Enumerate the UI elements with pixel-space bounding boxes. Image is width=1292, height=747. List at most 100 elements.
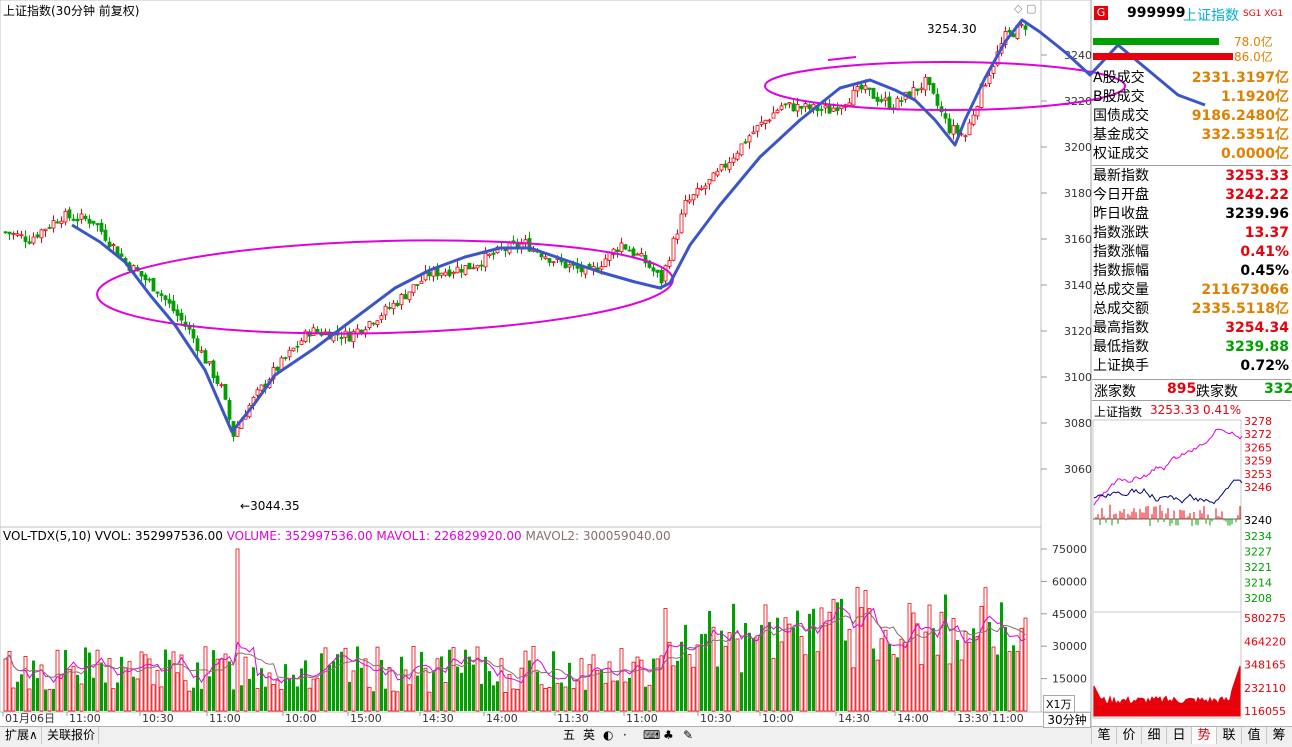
candle-body	[807, 104, 812, 110]
quote-label: 最高指数	[1093, 320, 1149, 336]
right-panel-tab[interactable]: 值	[1241, 727, 1266, 744]
candle-body	[471, 267, 476, 270]
volume-bar	[147, 658, 152, 712]
candle-body	[743, 141, 748, 144]
input-tool-icon[interactable]: ♣	[663, 728, 674, 742]
related-quotes-button[interactable]: 关联报价	[44, 727, 100, 744]
x-axis-labels: 01月06日 11:00 10:30 11:00 10:00 15:00 14:30 14:0…	[2, 712, 1024, 725]
candle-body	[51, 220, 56, 229]
volume-bar	[899, 638, 904, 712]
volume-bar	[480, 683, 483, 711]
candle-body	[7, 231, 12, 235]
quote-label: 指数振幅	[1093, 263, 1149, 279]
chart-window-buttons[interactable]: ◇ ▢	[1014, 2, 1037, 15]
candle-body	[667, 260, 672, 267]
right-panel-tab[interactable]: 笔	[1091, 727, 1116, 744]
candle-body	[491, 252, 496, 255]
candle-body	[71, 218, 76, 221]
volume-bar	[619, 648, 624, 712]
x-tick-label: 11:00	[992, 712, 1024, 725]
input-tool-icon[interactable]: ◐	[603, 728, 614, 742]
candle-body	[19, 234, 24, 237]
quote-label: 最低指数	[1093, 339, 1149, 355]
right-panel-tab[interactable]: 筹	[1266, 727, 1291, 744]
candle-body	[879, 99, 884, 102]
volume-bar	[748, 632, 751, 711]
right-panel-tab[interactable]: 价	[1116, 727, 1141, 744]
volume-bar	[720, 630, 723, 711]
expand-button[interactable]: 扩展∧	[2, 727, 42, 744]
volume-bar	[1012, 645, 1015, 711]
candle-body	[799, 106, 804, 109]
input-tool-icon[interactable]: ·	[623, 728, 627, 742]
candle-body	[355, 328, 360, 334]
volume-bar	[616, 680, 619, 711]
candle-body	[543, 256, 548, 260]
volume-bar	[435, 658, 440, 712]
candle-body	[179, 312, 184, 321]
volume-bar	[252, 667, 255, 711]
volume-bar	[851, 667, 856, 712]
right-panel-tab[interactable]: 日	[1166, 727, 1191, 744]
candle-body	[159, 293, 164, 296]
candle-body	[3, 231, 8, 234]
candle-body	[503, 249, 508, 252]
volume-bar	[212, 650, 215, 711]
volume-bar	[771, 657, 776, 712]
candle-body	[715, 170, 720, 176]
input-tool-icon[interactable]: 五	[563, 728, 576, 742]
volume-bar	[315, 677, 320, 712]
volume-bar	[555, 682, 560, 712]
period-selector[interactable]: 30分钟	[1043, 712, 1091, 728]
candle-body	[887, 96, 892, 109]
volume-bar	[875, 659, 880, 712]
quote-label: A股成交	[1093, 70, 1145, 86]
volume-bar	[179, 654, 184, 712]
bottom-toolbar	[0, 726, 1292, 747]
volume-bar	[416, 675, 419, 711]
volume-bar	[336, 654, 339, 711]
decline-label: 跌家数	[1196, 384, 1238, 400]
input-tool-icon[interactable]: ⌨	[643, 728, 661, 742]
volume-bar	[451, 647, 456, 712]
volume-bar	[155, 669, 160, 712]
mini-up-tick: 3253	[1244, 468, 1272, 481]
volume-bar	[464, 649, 467, 711]
input-tool-icon[interactable]: ✎	[683, 728, 694, 742]
volume-bar	[831, 598, 836, 712]
input-tool-icon[interactable]: 英	[583, 728, 596, 742]
candle-body	[47, 227, 52, 229]
candle-body	[699, 187, 704, 190]
right-panel-tab[interactable]: 势	[1191, 727, 1216, 744]
candle-body	[303, 330, 308, 342]
quote-row: 权证成交 0.0000亿	[1093, 145, 1289, 164]
volume-bar	[88, 652, 91, 711]
vol-tick-label: 15000	[1052, 673, 1087, 686]
volume-bar	[44, 689, 47, 711]
candle-body	[223, 383, 228, 400]
volume-bar	[164, 649, 167, 711]
quote-label: 权证成交	[1093, 146, 1149, 162]
volume-bar	[623, 681, 628, 712]
right-panel-tab[interactable]: 联	[1216, 727, 1241, 744]
volume-bar	[723, 645, 728, 712]
volume-bar	[267, 672, 272, 712]
volume-bar	[219, 658, 224, 712]
volume-bar	[1023, 617, 1028, 712]
mini-up-tick: 3278	[1244, 415, 1272, 428]
candle-body	[951, 125, 956, 135]
volume-bar	[223, 653, 228, 712]
candle-body	[211, 360, 216, 379]
candle-body	[255, 389, 260, 396]
mini-down-tick: 3234	[1244, 530, 1272, 543]
right-panel-tab[interactable]: 细	[1141, 727, 1166, 744]
volume-bar	[847, 628, 852, 712]
decline-count: 332	[1264, 381, 1292, 397]
divider-2	[1092, 379, 1291, 380]
outflow-bar	[1093, 53, 1233, 60]
mini-down-tick: 3221	[1244, 561, 1272, 574]
candle-body	[735, 152, 740, 160]
candle-body	[631, 248, 636, 257]
candle-body	[1007, 29, 1012, 33]
